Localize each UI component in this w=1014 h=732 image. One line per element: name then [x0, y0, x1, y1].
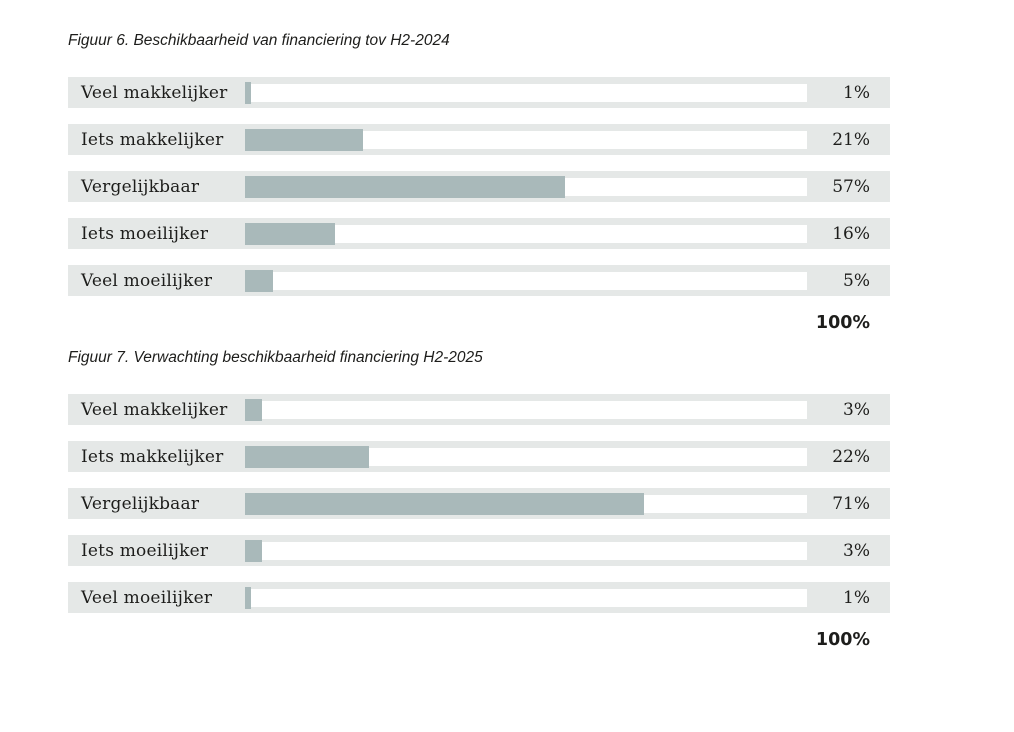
- bar-track: [245, 541, 807, 560]
- bar-fill: [245, 175, 566, 198]
- bar-fill: [245, 398, 262, 421]
- category-label: Iets makkelijker: [81, 446, 224, 467]
- bar-row: Vergelijkbaar 71%: [68, 488, 890, 519]
- bar-track: [245, 588, 807, 607]
- percent-value: 3%: [843, 540, 870, 561]
- chart-title-figuur-6: Figuur 6. Beschikbaarheid van financieri…: [68, 32, 450, 49]
- bar-area: [245, 269, 807, 292]
- percent-value: 22%: [832, 446, 870, 467]
- bar-fill: [245, 492, 645, 515]
- category-label: Iets moeilijker: [81, 223, 209, 244]
- bar-row: Iets makkelijker 22%: [68, 441, 890, 472]
- bar-area: [245, 539, 807, 562]
- bar-track: [245, 130, 807, 149]
- bar-fill: [245, 539, 262, 562]
- bar-track: [245, 400, 807, 419]
- percent-value: 1%: [843, 82, 870, 103]
- bar-fill: [245, 269, 274, 292]
- bar-fill: [245, 128, 364, 151]
- percent-value: 5%: [843, 270, 870, 291]
- percent-value: 71%: [832, 493, 870, 514]
- report-figures: Figuur 6. Beschikbaarheid van financieri…: [68, 31, 890, 651]
- category-label: Vergelijkbaar: [81, 176, 200, 197]
- category-label: Veel moeilijker: [81, 587, 213, 608]
- bar-track: [245, 271, 807, 290]
- bar-area: [245, 175, 807, 198]
- percent-value: 57%: [832, 176, 870, 197]
- bar-row: Veel makkelijker 1%: [68, 77, 890, 108]
- chart-figuur-6: Figuur 6. Beschikbaarheid van financieri…: [68, 31, 890, 334]
- bar-row: Iets moeilijker 3%: [68, 535, 890, 566]
- bar-track: [245, 447, 807, 466]
- bar-row: Veel moeilijker 1%: [68, 582, 890, 613]
- percent-value: 16%: [832, 223, 870, 244]
- total-label: 100%: [815, 630, 870, 650]
- category-label: Iets moeilijker: [81, 540, 209, 561]
- bar-track: [245, 224, 807, 243]
- percent-value: 21%: [832, 129, 870, 150]
- total-label: 100%: [815, 313, 870, 333]
- bar-row: Veel moeilijker 5%: [68, 265, 890, 296]
- category-label: Veel moeilijker: [81, 270, 213, 291]
- bar-track: [245, 83, 807, 102]
- bar-area: [245, 222, 807, 245]
- percent-value: 3%: [843, 399, 870, 420]
- bar-area: [245, 398, 807, 421]
- category-label: Iets makkelijker: [81, 129, 224, 150]
- category-label: Vergelijkbaar: [81, 493, 200, 514]
- chart-title-figuur-7: Figuur 7. Verwachting beschikbaarheid fi…: [68, 349, 483, 366]
- bar-area: [245, 492, 807, 515]
- percent-value: 1%: [843, 587, 870, 608]
- bar-area: [245, 586, 807, 609]
- bar-row: Iets moeilijker 16%: [68, 218, 890, 249]
- category-label: Veel makkelijker: [81, 399, 228, 420]
- bar-fill: [245, 445, 369, 468]
- bar-row: Iets makkelijker 21%: [68, 124, 890, 155]
- bar-area: [245, 445, 807, 468]
- chart-figuur-7: Figuur 7. Verwachting beschikbaarheid fi…: [68, 348, 890, 651]
- bar-fill: [245, 81, 251, 104]
- bar-row: Veel makkelijker 3%: [68, 394, 890, 425]
- bar-row: Vergelijkbaar 57%: [68, 171, 890, 202]
- bar-area: [245, 128, 807, 151]
- category-label: Veel makkelijker: [81, 82, 228, 103]
- bar-fill: [245, 222, 335, 245]
- bar-area: [245, 81, 807, 104]
- bar-fill: [245, 586, 251, 609]
